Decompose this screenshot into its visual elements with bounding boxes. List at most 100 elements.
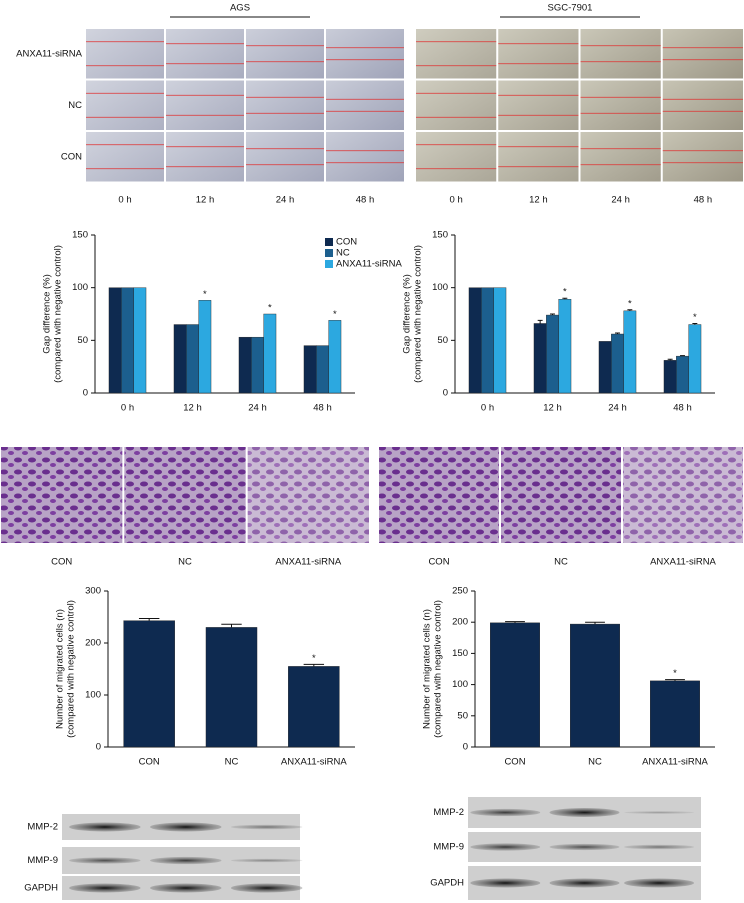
x-tick-label: ANXA11-siRNA	[642, 757, 708, 768]
bar	[238, 336, 252, 394]
panel-title: AGS	[230, 3, 250, 14]
significance-mark: *	[673, 668, 677, 679]
bar	[570, 623, 621, 748]
time-label: 0 h	[118, 195, 131, 206]
blot-band	[230, 883, 303, 893]
bar	[558, 299, 572, 394]
y-tick-label: 50	[77, 335, 88, 346]
bar	[481, 287, 494, 394]
bar	[288, 666, 340, 748]
x-tick-label: 48 h	[313, 403, 332, 414]
wound-image	[580, 80, 661, 130]
panel-title: SGC-7901	[548, 3, 593, 14]
blot-band	[150, 822, 222, 832]
y-tick-label: 150	[432, 230, 448, 241]
error-bar	[627, 309, 633, 311]
blot-band	[549, 808, 620, 817]
row-label: ANXA11-siRNA	[16, 48, 82, 59]
y-axis-label: (compared with negative control)	[433, 600, 444, 738]
wound-image	[86, 29, 164, 79]
wound-image	[580, 29, 661, 79]
blot-label: MMP-9	[27, 855, 58, 866]
wound-image	[166, 80, 244, 130]
blot-label: GAPDH	[430, 878, 464, 889]
x-tick-label: 0 h	[481, 403, 494, 414]
error-bar	[562, 297, 568, 300]
error-bar	[615, 332, 620, 335]
wound-image	[246, 29, 324, 79]
wound-image	[416, 132, 497, 182]
transwell-image	[623, 447, 743, 543]
error-bar	[138, 618, 160, 621]
y-tick-label: 100	[72, 282, 88, 293]
x-tick-label: CON	[504, 757, 525, 768]
wound-image	[498, 80, 579, 130]
bar	[328, 320, 342, 394]
row-label: CON	[61, 151, 82, 162]
transwell-image	[247, 447, 369, 543]
blot-band	[549, 878, 620, 888]
time-label: 12 h	[529, 195, 548, 206]
blot-band	[230, 824, 303, 830]
x-tick-label: NC	[225, 757, 239, 768]
bar	[121, 287, 134, 394]
bar	[468, 287, 482, 394]
wound-image	[86, 132, 164, 182]
blot-label: MMP-2	[433, 807, 464, 818]
error-bar	[537, 319, 543, 324]
y-tick-label: 50	[437, 335, 448, 346]
transwell-label: NC	[554, 557, 568, 568]
time-label: 48 h	[356, 195, 375, 206]
wound-image	[246, 132, 324, 182]
x-tick-label: ANXA11-siRNA	[281, 757, 347, 768]
significance-mark: *	[333, 309, 337, 320]
wound-image	[246, 80, 324, 130]
y-axis-label: Gap difference (%)	[402, 274, 413, 354]
bar	[490, 622, 541, 748]
significance-mark: *	[268, 303, 272, 314]
y-axis-label: (compared with negative control)	[66, 600, 77, 738]
transwell-image	[501, 447, 621, 543]
bar	[623, 310, 637, 394]
blot-band	[624, 811, 695, 814]
wound-image	[662, 29, 743, 79]
blot-label: MMP-2	[27, 822, 58, 833]
wound-image	[580, 132, 661, 182]
bar	[263, 313, 277, 394]
bar	[493, 287, 507, 394]
x-tick-label: CON	[139, 757, 160, 768]
blot-band	[470, 808, 541, 817]
bar	[546, 314, 559, 394]
blot-label: MMP-9	[433, 842, 464, 853]
legend-swatch	[325, 249, 333, 257]
y-tick-label: 100	[85, 690, 101, 701]
x-tick-label: 12 h	[543, 403, 562, 414]
wound-image	[662, 132, 743, 182]
blot-band	[69, 822, 141, 832]
error-bar	[550, 313, 555, 316]
transwell-label: ANXA11-siRNA	[650, 557, 716, 568]
bar	[533, 323, 547, 394]
legend-label: NC	[336, 248, 350, 259]
blot-band	[470, 843, 541, 851]
blot-band	[470, 878, 541, 888]
significance-mark: *	[312, 653, 316, 664]
wound-image	[326, 132, 404, 182]
x-tick-label: 24 h	[248, 403, 267, 414]
bar	[688, 324, 702, 394]
x-tick-label: 0 h	[121, 403, 134, 414]
y-tick-label: 0	[96, 742, 101, 753]
wound-image	[86, 80, 164, 130]
error-bar	[680, 355, 685, 357]
bar	[123, 620, 175, 748]
significance-mark: *	[628, 298, 632, 309]
significance-mark: *	[203, 289, 207, 300]
significance-mark: *	[693, 312, 697, 323]
y-tick-label: 200	[85, 638, 101, 649]
bar	[303, 345, 317, 394]
error-bar	[667, 358, 673, 361]
y-tick-label: 250	[452, 586, 468, 597]
y-axis-label: Number of migrated cells (n)	[422, 609, 433, 729]
blot-band	[150, 883, 222, 893]
